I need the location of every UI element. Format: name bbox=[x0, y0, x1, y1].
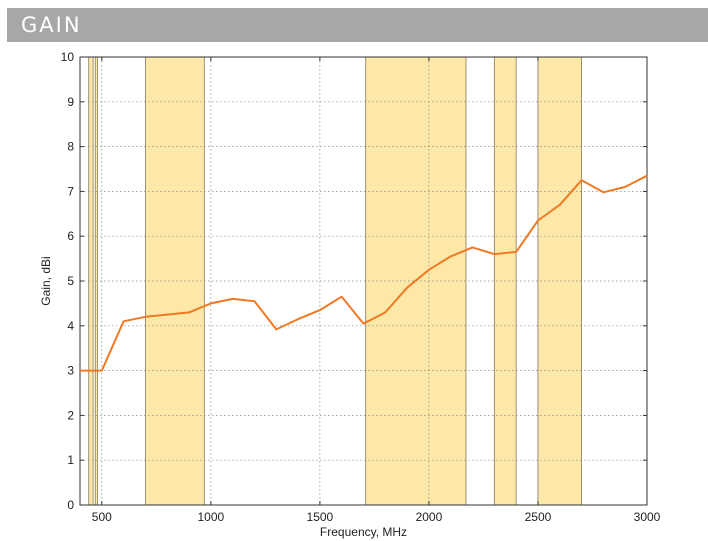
y-tick-label: 0 bbox=[67, 498, 74, 512]
x-axis-title: Frequency, MHz bbox=[320, 525, 407, 539]
x-tick-label: 2500 bbox=[525, 510, 552, 524]
frequency-bands bbox=[88, 56, 582, 506]
y-tick-label: 2 bbox=[67, 408, 74, 422]
section-title: GAIN bbox=[21, 13, 82, 37]
y-tick-label: 9 bbox=[67, 95, 74, 109]
x-tick-label: 1500 bbox=[307, 510, 334, 524]
series-layer bbox=[80, 174, 648, 372]
y-tick-label: 8 bbox=[67, 140, 74, 154]
section-header: GAIN bbox=[7, 8, 708, 42]
y-tick-label: 7 bbox=[67, 184, 74, 198]
y-tick-label: 10 bbox=[61, 50, 75, 64]
axis-ticks: 500 1000 1500 2000 2500 3000 0 1 2 3 4 5 6 7 8 9 10 bbox=[61, 50, 661, 524]
x-tick-label: 1000 bbox=[197, 510, 224, 524]
x-tick-label: 500 bbox=[92, 510, 112, 524]
y-tick-label: 5 bbox=[67, 274, 74, 288]
x-tick-label: 2000 bbox=[416, 510, 443, 524]
gain-series-line bbox=[80, 174, 648, 372]
x-tick-label: 3000 bbox=[634, 510, 661, 524]
y-tick-label: 1 bbox=[67, 453, 74, 467]
y-tick-label: 3 bbox=[67, 364, 74, 378]
y-axis-title: Gain, dBi bbox=[39, 256, 53, 305]
y-tick-label: 4 bbox=[67, 319, 74, 333]
y-tick-label: 6 bbox=[67, 229, 74, 243]
frequency-band-3 bbox=[145, 56, 205, 506]
grid-lines bbox=[80, 57, 647, 505]
